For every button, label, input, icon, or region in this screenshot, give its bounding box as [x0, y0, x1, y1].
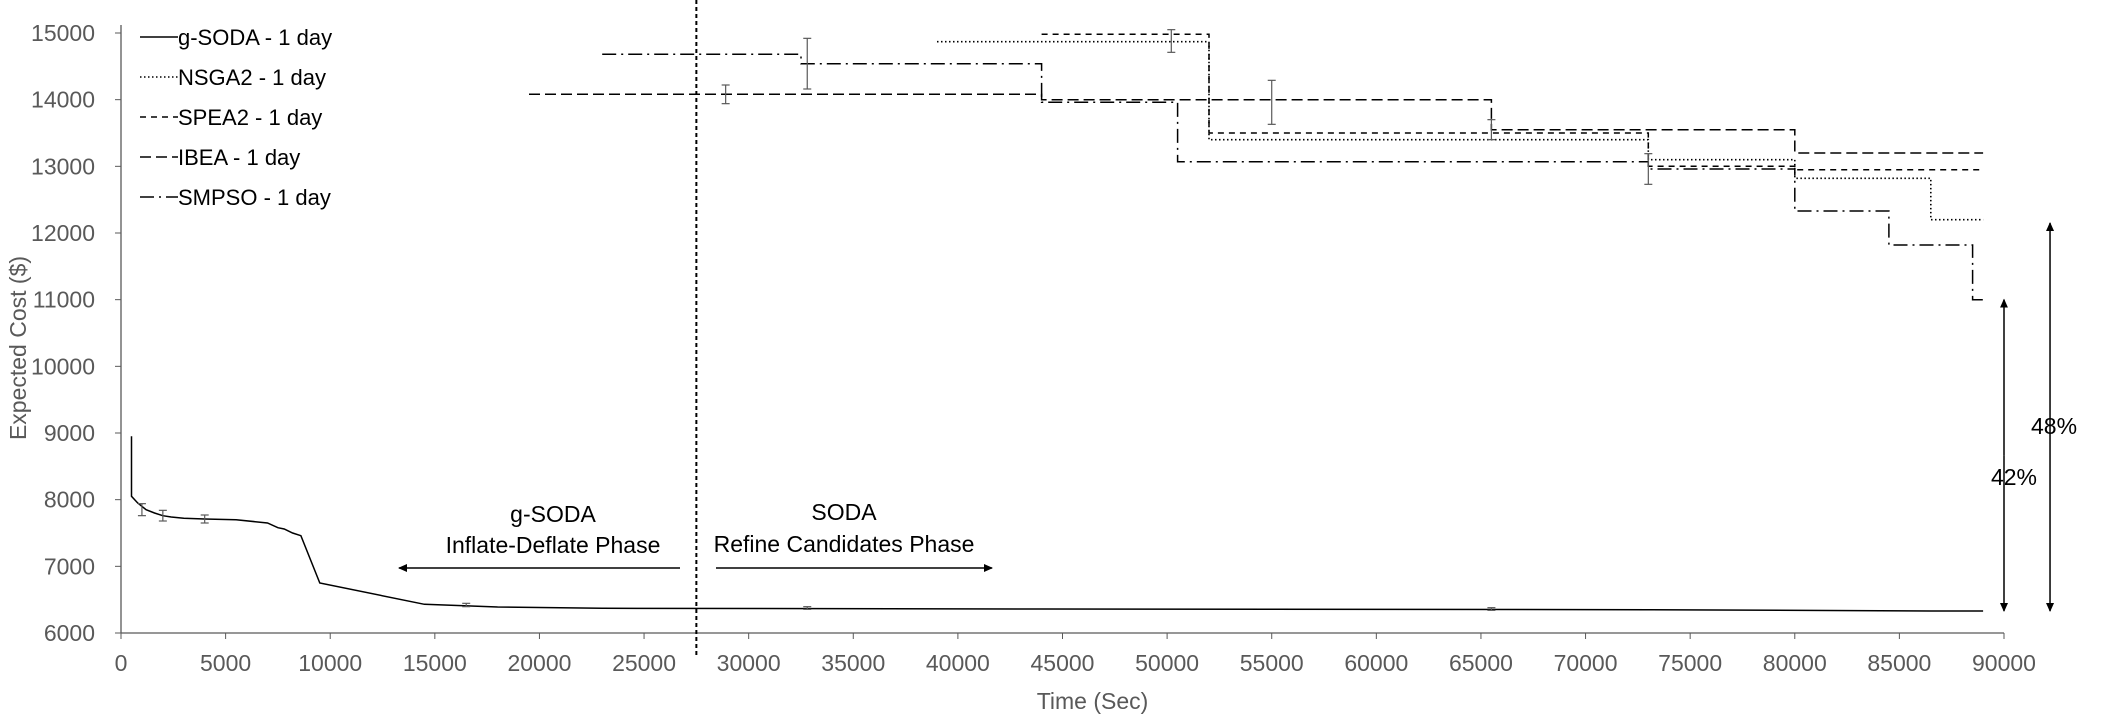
left-phase-subtitle: Inflate-Deflate Phase [446, 532, 661, 558]
x-axis-title: Time (Sec) [1037, 688, 1149, 714]
x-tick-label: 40000 [926, 650, 990, 676]
x-tick-label: 30000 [717, 650, 781, 676]
y-tick-label: 7000 [44, 553, 95, 579]
x-tick-label: 50000 [1135, 650, 1199, 676]
left-phase-title: g-SODA [510, 501, 596, 527]
legend-entry: g-SODA - 1 day [140, 25, 332, 50]
legend-entry: SMPSO - 1 day [140, 185, 331, 210]
x-tick-label: 5000 [200, 650, 251, 676]
x-tick-label: 45000 [1031, 650, 1095, 676]
series-line [1041, 33, 1984, 171]
y-tick-label: 10000 [31, 353, 95, 379]
series-line [602, 53, 1984, 301]
x-tick-label: 25000 [612, 650, 676, 676]
series-line [937, 40, 1984, 221]
y-axis-title: Expected Cost ($) [5, 256, 31, 440]
series-2 [937, 40, 1984, 221]
right-phase-title: SODA [811, 499, 877, 525]
error-bar [803, 606, 812, 610]
x-tick-label: 75000 [1658, 650, 1722, 676]
series-4 [529, 93, 1984, 154]
annotations: g-SODA Inflate-Deflate Phase SODA Refine Ca… [398, 0, 2077, 658]
x-tick-label: 70000 [1554, 650, 1618, 676]
series-3 [1041, 33, 1984, 171]
pct-label: 42% [1991, 464, 2037, 490]
legend-entry: SPEA2 - 1 day [140, 105, 322, 130]
x-tick-label: 15000 [403, 650, 467, 676]
x-tick-label: 55000 [1240, 650, 1304, 676]
error-bar [1167, 29, 1176, 53]
x-tick-label: 80000 [1763, 650, 1827, 676]
x-tick-label: 90000 [1972, 650, 2036, 676]
error-bar [137, 503, 146, 517]
pct-label: 48% [2031, 413, 2077, 439]
x-tick-label: 0 [115, 650, 128, 676]
y-tick-label: 12000 [31, 220, 95, 246]
legend-entry: NSGA2 - 1 day [140, 65, 326, 90]
legend-label: g-SODA - 1 day [178, 25, 332, 50]
y-tick-label: 9000 [44, 420, 95, 446]
series-line [529, 93, 1984, 154]
error-bar [200, 514, 209, 524]
y-tick-label: 11000 [33, 287, 95, 313]
legend-label: SPEA2 - 1 day [178, 105, 322, 130]
series-5 [602, 29, 1984, 301]
right-phase-subtitle: Refine Candidates Phase [714, 531, 975, 557]
x-tick-label: 35000 [821, 650, 885, 676]
error-bar [803, 37, 812, 90]
legend-label: NSGA2 - 1 day [178, 65, 326, 90]
error-bar [1487, 119, 1496, 141]
y-tick-label: 15000 [31, 20, 95, 46]
error-bar [1267, 79, 1276, 125]
x-tick-label: 65000 [1449, 650, 1513, 676]
series-1 [130, 436, 1984, 612]
y-tick-label: 13000 [31, 153, 95, 179]
series-group [130, 29, 1984, 612]
error-bar [721, 84, 730, 105]
axes: 0 5000 10000 15000 20000 25000 30000 35000 40000… [31, 20, 2036, 676]
legend-entry: IBEA - 1 day [140, 145, 300, 170]
x-tick-label: 60000 [1344, 650, 1408, 676]
y-tick-label: 14000 [31, 87, 95, 113]
error-bar [1644, 153, 1653, 185]
error-bar [1487, 607, 1496, 611]
error-bar [462, 602, 471, 608]
x-tick-label: 10000 [298, 650, 362, 676]
legend-label: IBEA - 1 day [178, 145, 300, 170]
x-tick-label: 85000 [1867, 650, 1931, 676]
series-line [130, 436, 1984, 612]
y-tick-label: 8000 [44, 487, 95, 513]
y-tick-label: 6000 [44, 620, 95, 646]
error-bar [158, 509, 167, 522]
x-tick-label: 20000 [507, 650, 571, 676]
legend-label: SMPSO - 1 day [178, 185, 331, 210]
legend: g-SODA - 1 day NSGA2 - 1 day SPEA2 - 1 day… [140, 25, 332, 210]
